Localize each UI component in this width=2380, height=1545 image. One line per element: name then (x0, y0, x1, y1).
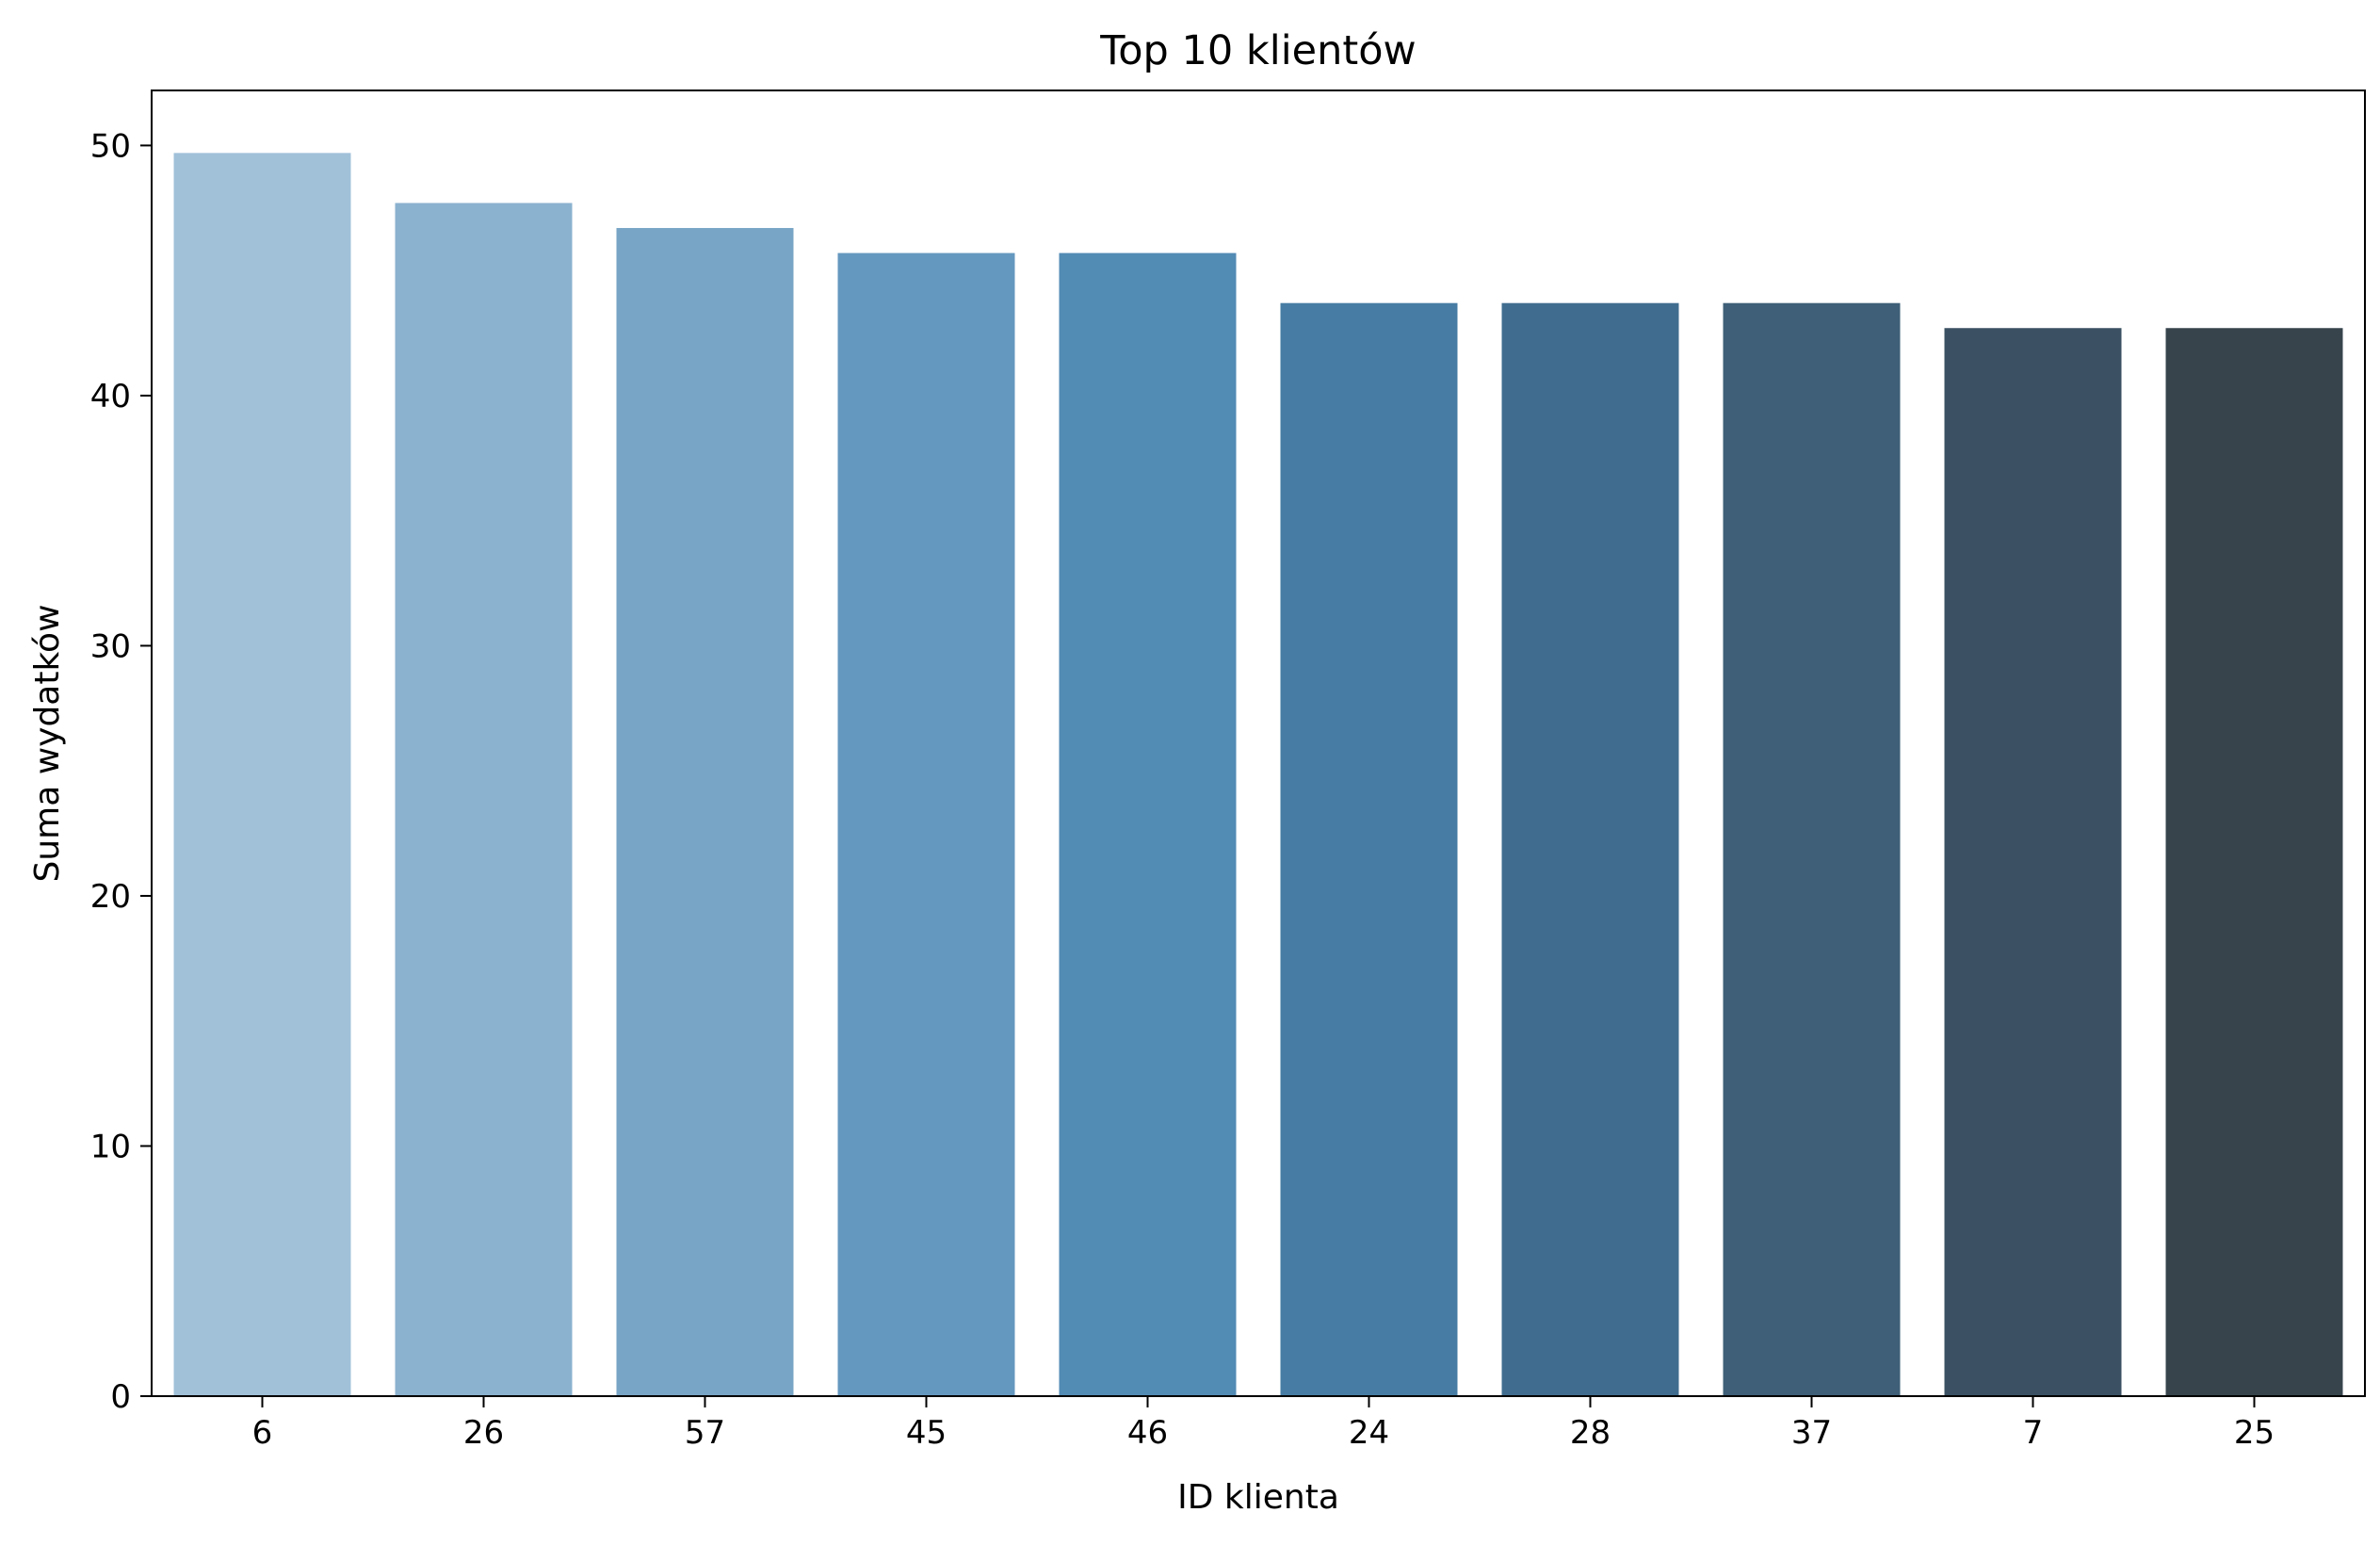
bar-6 (173, 153, 351, 1397)
x-tick-label: 57 (685, 1414, 725, 1452)
x-tick-label: 28 (1570, 1414, 1611, 1452)
bar-24 (1280, 302, 1458, 1396)
bar-46 (1059, 252, 1237, 1397)
x-tick-label: 7 (2023, 1414, 2044, 1452)
bars-group (173, 153, 2343, 1397)
bar-7 (1944, 328, 2122, 1396)
bar-28 (1501, 302, 1679, 1396)
y-tick-label: 50 (90, 127, 131, 165)
x-tick-label: 37 (1791, 1414, 1832, 1452)
x-axis-ticks: 6 26 57 45 46 24 28 37 7 25 (252, 1396, 2275, 1452)
y-tick-label: 30 (90, 627, 131, 665)
y-axis-title: Suma wydatków (28, 604, 67, 882)
bar-37 (1723, 302, 1901, 1396)
x-tick-label: 25 (2234, 1414, 2275, 1452)
y-tick-label: 10 (90, 1128, 131, 1165)
bar-26 (395, 203, 573, 1396)
y-tick-label: 20 (90, 878, 131, 916)
chart-title: Top 10 klientów (1099, 27, 1416, 74)
y-tick-label: 0 (110, 1378, 131, 1416)
y-axis-ticks: 0 10 20 30 40 50 (90, 127, 152, 1416)
x-tick-label: 45 (906, 1414, 947, 1452)
y-tick-label: 40 (90, 378, 131, 415)
x-tick-label: 24 (1349, 1414, 1389, 1452)
plot-frame (151, 89, 2366, 1397)
x-tick-label: 26 (463, 1414, 504, 1452)
bar-25 (2165, 328, 2343, 1396)
bar-45 (837, 252, 1015, 1397)
x-tick-label: 6 (252, 1414, 273, 1452)
x-tick-label: 46 (1127, 1414, 1168, 1452)
bar-57 (616, 228, 794, 1397)
x-axis-title: ID klienta (1177, 1478, 1339, 1517)
